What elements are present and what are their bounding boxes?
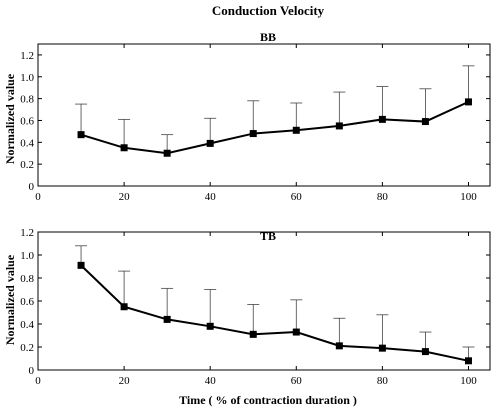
- bb-xtick-label: 20: [119, 191, 131, 203]
- bb-ytick-label: 0.6: [20, 115, 34, 127]
- tb-xtick-label: 80: [377, 375, 389, 387]
- bb-plot-frame: [37, 43, 491, 187]
- tb-ytick-label: 1.0: [20, 250, 34, 262]
- bb-xtick-label: 100: [460, 191, 477, 203]
- panel-tb: TB Normalized value Time ( % of contract…: [3, 227, 491, 407]
- tb-data-point: [249, 330, 257, 338]
- tb-ytick-label: 0.8: [20, 273, 34, 285]
- bb-ytick-label: 1.2: [20, 50, 34, 62]
- bb-data-point: [120, 144, 128, 152]
- tb-xtick-label: 60: [291, 375, 303, 387]
- bb-data-point: [378, 115, 386, 123]
- bb-data-point: [77, 131, 85, 139]
- bb-ytick-label: 0: [29, 181, 35, 193]
- panel-tb-ylabel: Normalized value: [3, 254, 17, 345]
- tb-data-point: [378, 344, 386, 352]
- panel-bb-ylabel: Normalized value: [3, 73, 17, 164]
- tb-ytick-label: 1.2: [20, 227, 34, 239]
- panel-tb-title: TB: [260, 229, 276, 243]
- tb-xtick-label: 40: [205, 375, 217, 387]
- tb-data-point: [335, 342, 343, 350]
- bb-data-point: [249, 130, 257, 138]
- tb-ytick-label: 0: [29, 365, 35, 377]
- figure-title: Conduction Velocity: [212, 3, 325, 18]
- bb-data-point: [292, 126, 300, 134]
- panel-tb-xlabel: Time ( % of contraction duration ): [179, 393, 357, 407]
- bb-xtick-label: 0: [35, 191, 41, 203]
- tb-data-point: [120, 303, 128, 311]
- bb-xtick-label: 40: [205, 191, 217, 203]
- bb-data-point: [464, 98, 472, 106]
- tb-ytick-label: 0.6: [20, 296, 34, 308]
- tb-data-point: [206, 322, 214, 330]
- tb-ytick-label: 0.4: [20, 319, 34, 331]
- bb-ytick-label: 0.2: [20, 159, 34, 171]
- panel-bb-title: BB: [260, 30, 276, 44]
- bb-data-point: [163, 149, 171, 157]
- bb-data-point: [421, 118, 429, 126]
- tb-data-point: [163, 315, 171, 323]
- bb-ytick-label: 0.8: [20, 94, 34, 106]
- tb-data-point: [77, 261, 85, 269]
- tb-data-point: [292, 328, 300, 336]
- bb-xtick-label: 80: [377, 191, 389, 203]
- panel-bb: BB Normalized value 0 20 40 60 80 100 0 0.2 0.4 0…: [3, 30, 491, 203]
- bb-data-point: [206, 139, 214, 147]
- bb-data-point: [335, 122, 343, 130]
- tb-series-line: [80, 264, 469, 362]
- bb-xtick-label: 60: [291, 191, 303, 203]
- tb-xtick-label: 20: [119, 375, 131, 387]
- bb-ytick-label: 1.0: [20, 72, 34, 84]
- tb-xtick-label: 0: [35, 375, 41, 387]
- tb-data-point: [464, 357, 472, 365]
- bb-series-line: [80, 100, 469, 155]
- tb-ytick-label: 0.2: [20, 342, 34, 354]
- tb-data-point: [421, 348, 429, 356]
- bb-ytick-label: 0.4: [20, 137, 34, 149]
- tb-xtick-label: 100: [460, 375, 477, 387]
